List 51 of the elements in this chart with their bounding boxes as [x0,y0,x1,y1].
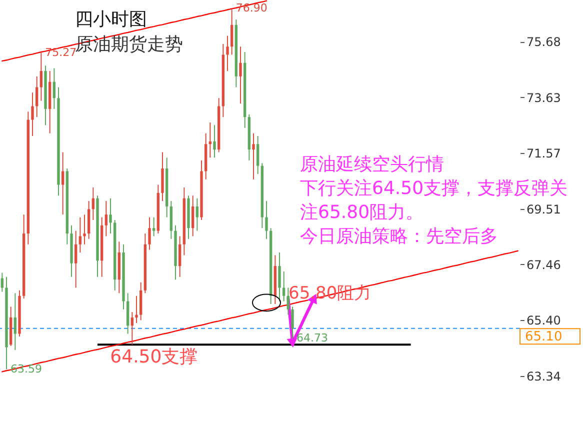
candlestick [213,124,216,158]
candlestick [196,198,199,232]
y-tick-label: 75.68 [526,35,561,50]
y-tick-label: 65.40 [526,314,561,328]
text: 四小时图 [75,9,147,30]
annotation: 原油延续空头行情 [300,154,444,175]
line-series [2,0,268,62]
candlestick [252,132,255,180]
line-series [2,250,518,372]
candlestick [256,136,260,174]
candlestick [52,68,56,110]
candlestick [31,92,34,137]
candlestick [152,216,156,237]
candlestick [291,306,294,339]
candlestick [265,200,268,240]
candlestick [61,152,64,216]
candlestick [109,198,112,234]
candlestick [35,76,38,118]
candlestick [282,270,286,302]
y-tick-label: 67.46 [526,258,561,272]
text: 64.73 [296,331,328,344]
y-tick-label: 71.57 [526,146,561,161]
y-tick-label: 69.51 [526,202,561,216]
candlestick [178,236,182,278]
candlestick [130,312,134,346]
candlestick [14,292,17,351]
ref-line-label: 65.10 [525,329,562,344]
annotation: 下行关注64.50支撑，支撑反弹关 [300,178,568,199]
annotation: 注65.80阻力。 [300,202,424,223]
candlestick [83,214,86,245]
candlestick [92,186,95,220]
y-tick-label: 73.63 [526,90,561,105]
text: 76.90 [236,2,268,15]
candlestick [148,216,151,250]
ref-line-label: 64.50支撑 [110,346,198,368]
candlestick [286,287,290,316]
candlestick [230,8,234,56]
candlestick [135,295,138,324]
candlestick [239,46,242,104]
candlestick [226,35,229,72]
candlestick [74,230,78,288]
candlestick [278,252,281,302]
candlestick [78,216,82,254]
y-tick-label: 63.34 [526,370,561,384]
candlestick [0,272,4,292]
candlestick [40,52,43,102]
candlestick [104,200,108,237]
candlestick [191,195,194,237]
annotation: 今日原油策略：先空后多 [300,226,498,247]
text: 75.27 [45,46,77,59]
text: 63.59 [10,362,42,376]
